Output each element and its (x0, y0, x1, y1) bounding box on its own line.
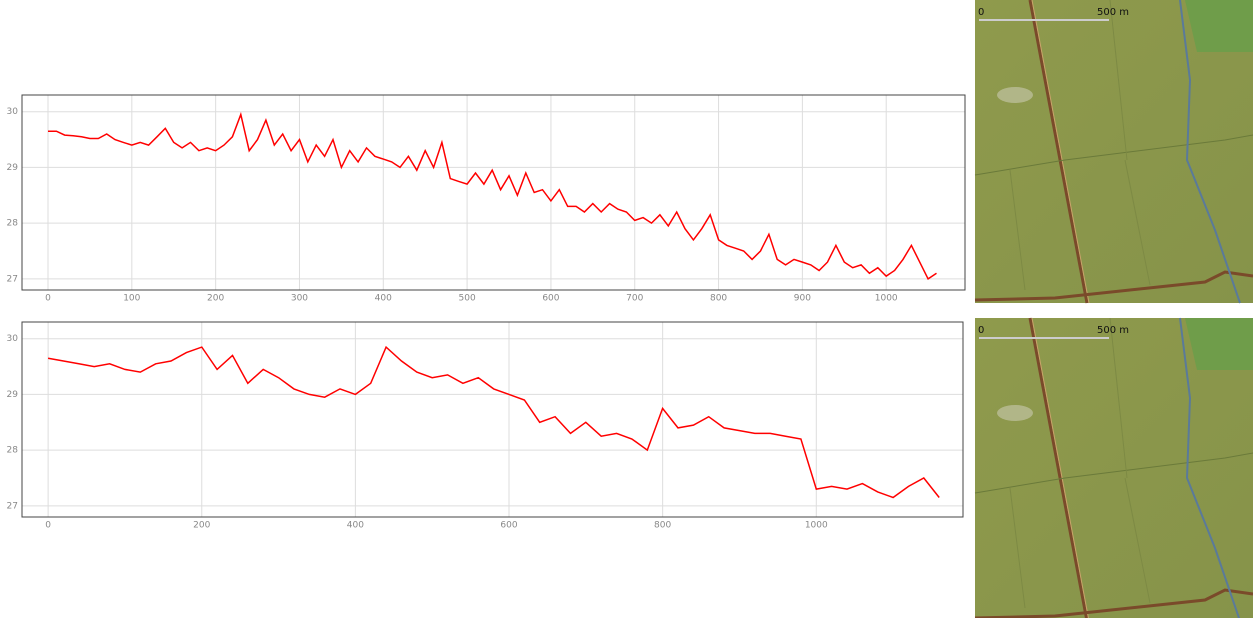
x-tick-label: 400 (375, 294, 392, 304)
x-tick-label: 300 (291, 294, 308, 304)
plot-area (22, 95, 965, 290)
x-tick-label: 500 (459, 294, 476, 304)
y-tick-label: 29 (7, 390, 19, 400)
screen: 0 500 m 0 500 m 272829300100200300400500… (0, 0, 1253, 618)
x-tick-label: 0 (45, 521, 51, 531)
page: {"chart_data": [ {"type": "line", "color… (0, 0, 1253, 618)
x-tick-label: 200 (207, 294, 224, 304)
x-tick-label: 600 (500, 521, 517, 531)
profile-chart: 27 28 29 30 0 200 400 600 800 1000 (7, 322, 963, 531)
y-tick-label: 28 (7, 219, 19, 229)
y-tick-label: 30 (7, 334, 19, 344)
scale-label: 500 m (1097, 325, 1129, 336)
x-tick-label: 400 (347, 521, 364, 531)
scale-label: 500 m (1097, 7, 1129, 18)
y-tick-label: 27 (7, 274, 18, 284)
x-tick-label: 100 (123, 294, 140, 304)
x-tick-label: 800 (654, 521, 671, 531)
y-tick-label: 30 (7, 107, 19, 117)
map: 0 500 m (975, 0, 1253, 303)
scale-label: 0 (978, 325, 984, 336)
x-tick-label: 200 (193, 521, 210, 531)
x-tick-label: 600 (542, 294, 559, 304)
x-tick-label: 800 (710, 294, 727, 304)
x-tick-label: 700 (626, 294, 643, 304)
y-tick-label: 27 (7, 501, 18, 511)
scale-label: 0 (978, 7, 984, 18)
x-tick-label: 1000 (805, 521, 828, 531)
y-tick-label: 28 (7, 446, 19, 456)
y-tick-label: 29 (7, 163, 19, 173)
map: 0 500 m (975, 318, 1253, 618)
x-tick-label: 1000 (875, 294, 898, 304)
x-tick-label: 0 (45, 294, 51, 304)
x-tick-label: 900 (794, 294, 811, 304)
